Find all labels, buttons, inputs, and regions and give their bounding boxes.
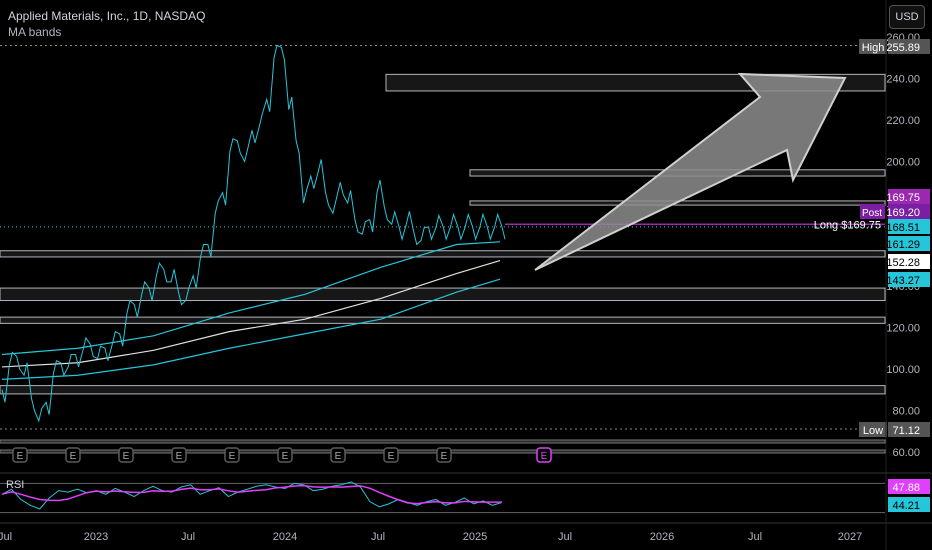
earnings-marker: E [229, 451, 236, 462]
earnings-icon [330, 447, 346, 463]
rsi-ma-value: 47.88 [892, 482, 920, 494]
x-tick-label: 2023 [84, 531, 108, 543]
rsi-ma-line [1, 484, 502, 505]
earnings-marker: E [123, 451, 130, 462]
earnings-marker: E [282, 451, 289, 462]
earnings-icon [118, 447, 134, 463]
price-axis-badge [888, 272, 930, 287]
earnings-icon [65, 447, 81, 463]
rsi-value-badge [888, 497, 930, 512]
price-axis-value: 152.28 [886, 257, 920, 269]
price-line [1, 44, 506, 423]
price-axis-value: 161.29 [886, 239, 920, 251]
earnings-icon [224, 447, 240, 463]
y-tick-label: 80.00 [892, 406, 920, 418]
price-axis-badge [888, 204, 930, 219]
rsi-label: RSI [6, 479, 25, 491]
x-tick-label: 2024 [273, 531, 297, 543]
rsi-value: 44.21 [892, 500, 920, 512]
x-tick-label: Jul [371, 531, 385, 543]
earnings-icon [277, 447, 293, 463]
earnings-marker: E [176, 451, 183, 462]
earnings-icon [436, 447, 452, 463]
ma-mid-line [1, 259, 501, 368]
support-resistance-zone [0, 287, 886, 302]
price-axis-value: 169.75 [886, 192, 920, 204]
x-tick-label: 2026 [650, 531, 674, 543]
high-tag-label: High [862, 42, 885, 54]
y-tick-label: 200.00 [886, 157, 920, 169]
price-axis-value: 168.51 [886, 222, 920, 234]
x-tick-label: 2025 [463, 531, 487, 543]
currency-button[interactable]: USD [889, 5, 925, 29]
high-value: 255.89 [886, 42, 920, 54]
y-tick-label: 120.00 [886, 323, 920, 335]
price-axis-badge [888, 219, 930, 234]
low-tag [859, 422, 887, 437]
post-tag-label: Post [862, 208, 882, 219]
bottom-band [0, 439, 886, 444]
support-resistance-zone [0, 250, 886, 258]
low-tag-label: Low [863, 425, 883, 437]
earnings-marker: E [441, 451, 448, 462]
y-tick-label: 100.00 [886, 364, 920, 376]
support-resistance-zone [0, 316, 886, 324]
indicator-label: MA bands [8, 25, 62, 39]
earnings-icon [171, 447, 187, 463]
price-axis-value: 169.20 [886, 207, 920, 219]
y-tick-label: 240.00 [886, 74, 920, 86]
x-tick-label: Jul [0, 531, 12, 543]
price-axis-badge [888, 236, 930, 251]
low-value-badge [888, 422, 930, 437]
earnings-icon [383, 447, 399, 463]
earnings-marker: E [388, 451, 395, 462]
support-resistance-zone [0, 385, 886, 395]
x-tick-label: Jul [181, 531, 195, 543]
arrow-shape [534, 72, 847, 271]
x-tick-label: 2027 [838, 531, 862, 543]
x-tick-label: Jul [558, 531, 572, 543]
low-value: 71.12 [892, 425, 920, 437]
y-tick-label: 60.00 [892, 447, 920, 459]
price-axis-badge [888, 254, 930, 269]
high-tag [859, 39, 887, 54]
earnings-icon [12, 447, 28, 463]
x-tick-label: Jul [748, 531, 762, 543]
price-axis-badge [888, 189, 930, 204]
price-axis-value: 143.27 [886, 275, 920, 287]
rsi-line [1, 481, 503, 510]
earnings-marker: E [17, 451, 24, 462]
earnings-marker: E [335, 451, 342, 462]
earnings-marker: E [70, 451, 77, 462]
y-tick-label: 220.00 [886, 115, 920, 127]
ma-band-lower [1, 278, 501, 380]
earnings-icon [536, 447, 552, 463]
post-tag [860, 204, 885, 219]
high-value-badge [888, 39, 930, 54]
chart-title: Applied Materials, Inc., 1D, NASDAQ [8, 9, 206, 23]
long-position-label: Long $169.75 [814, 219, 881, 231]
rsi-ma-badge [888, 479, 930, 494]
earnings-marker: E [541, 451, 548, 462]
